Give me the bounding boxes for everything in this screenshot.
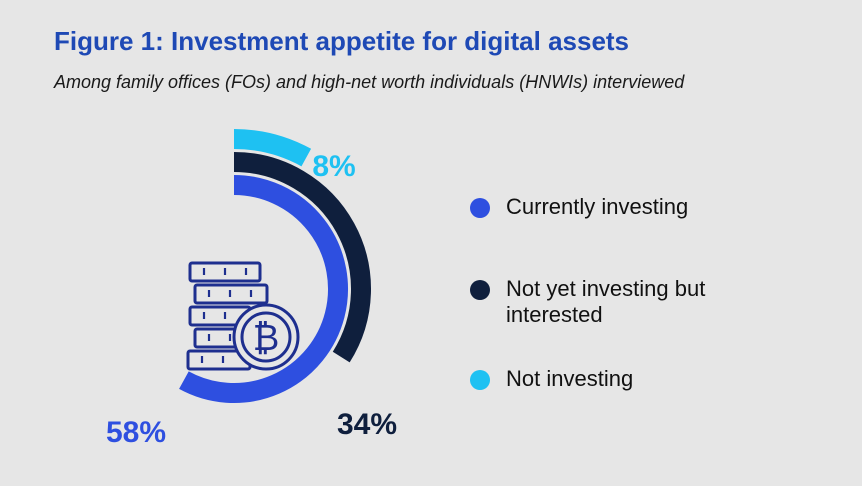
value-label: 8%: [312, 150, 355, 183]
legend-dot-not-yet-interested: [470, 280, 490, 300]
legend-label: Not investing: [506, 366, 634, 391]
legend-label: Not yet investing but interested: [506, 276, 706, 327]
legend-dot-currently-investing: [470, 198, 490, 218]
legend-item-not-investing: Not investing: [470, 366, 633, 392]
value-label-group: 58% 34% 8%: [106, 150, 397, 449]
value-label: 58%: [106, 416, 166, 449]
value-label: 34%: [337, 408, 397, 441]
arc-currently-investing: [179, 175, 348, 403]
legend-label: Currently investing: [506, 194, 689, 219]
chart-subtitle: Among family offices (FOs) and high-net …: [54, 72, 685, 92]
svg-text:₿: ₿: [253, 317, 280, 358]
legend-item-not-yet-interested: Not yet investing but interested: [470, 276, 806, 328]
arc-not-yet-investing-but-interested: [233, 152, 371, 363]
legend-dot-not-investing: [470, 370, 490, 390]
legend-item-currently-investing: Currently investing: [470, 194, 688, 220]
bitcoin-coins-stack-icon: ₿: [186, 261, 300, 371]
chart-title: Figure 1: Investment appetite for digita…: [54, 26, 630, 56]
arc-group: [179, 129, 371, 403]
arc-not-investing: [233, 129, 312, 167]
